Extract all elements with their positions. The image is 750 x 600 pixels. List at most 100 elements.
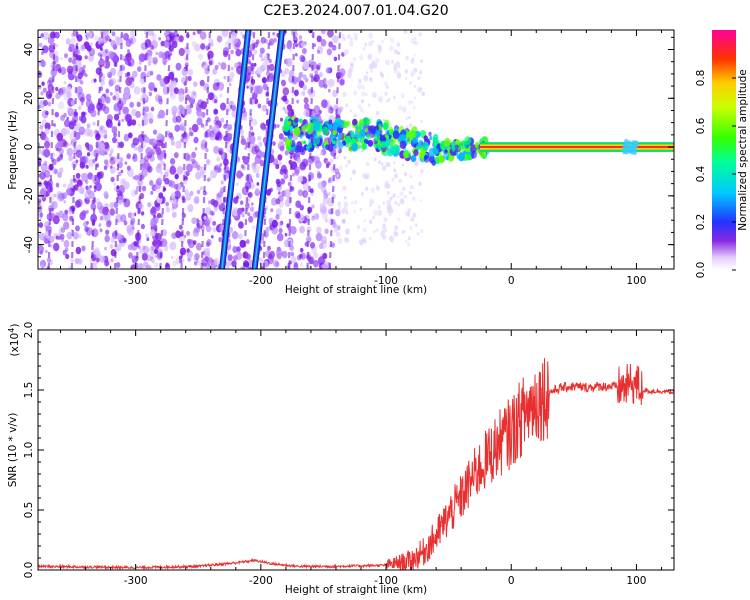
heatmap-cell (212, 220, 217, 226)
heatmap-cell (293, 263, 299, 269)
heatmap-cell (152, 148, 156, 153)
heatmap-cell (81, 172, 89, 182)
heatmap-cell (158, 109, 166, 119)
heatmap-cell (278, 191, 281, 195)
heatmap-cell (86, 123, 91, 129)
heatmap-cell (109, 244, 114, 249)
heatmap-cell (108, 123, 113, 129)
snr-y-label: SNR (10 * v/v) (7, 413, 19, 488)
heatmap-cell (342, 91, 347, 98)
heatmap-cell (341, 52, 345, 57)
heatmap-cell (367, 103, 371, 107)
heatmap-cell (290, 255, 297, 264)
snr-x-ticks: -300 -200 -100 0 100 (60, 330, 662, 587)
heatmap-cell (197, 99, 204, 108)
heatmap-cell (54, 111, 59, 118)
heatmap-cell (336, 147, 340, 152)
heatmap-cell (205, 207, 212, 215)
heatmap-cell (109, 92, 113, 96)
heatmap-cell (145, 264, 152, 269)
heatmap-cell (81, 245, 86, 252)
heatmap-cell (302, 74, 307, 80)
heatmap-cell (38, 222, 44, 228)
heatmap-cell (324, 228, 329, 235)
heatmap-cell (238, 221, 244, 229)
heatmap-cell (359, 207, 363, 212)
heatmap-cell (109, 202, 115, 209)
heatmap-cell (231, 110, 238, 118)
heatmap-cell (150, 207, 157, 216)
heatmap-cell (285, 58, 293, 67)
heatmap-cell (294, 117, 299, 124)
heatmap-cell (42, 87, 47, 93)
heatmap-cell (241, 135, 245, 140)
colorbar-tick-label: 0.0 (695, 262, 707, 279)
heatmap-cell (419, 70, 423, 75)
heatmap-cell (160, 171, 164, 176)
heatmap-cell (245, 66, 253, 75)
heatmap-cell (47, 101, 52, 107)
heatmap-cell (420, 87, 423, 91)
heatmap-cell (94, 247, 100, 255)
y-tick-label: 20 (23, 92, 35, 105)
heatmap-cell (396, 61, 401, 67)
heatmap-cell (147, 55, 153, 63)
heatmap-cell (108, 80, 114, 87)
heatmap-cell (132, 175, 136, 180)
heatmap-cell (59, 153, 64, 158)
heatmap-cell (59, 56, 63, 61)
heatmap-cell (404, 69, 409, 74)
heatmap-cell (66, 116, 69, 121)
heatmap-cell (67, 106, 72, 114)
heatmap-cell (413, 149, 419, 157)
heatmap-cell (278, 133, 284, 140)
heatmap-cell (66, 231, 73, 240)
heatmap-cell (411, 73, 414, 77)
heatmap-cell (631, 140, 637, 147)
heatmap-cell (230, 66, 234, 71)
heatmap-cell (389, 235, 394, 242)
heatmap-cell (110, 236, 116, 243)
heatmap-cell (138, 53, 146, 62)
heatmap-cell (199, 31, 207, 40)
heatmap-cell (339, 68, 346, 77)
heatmap-cell (209, 131, 216, 141)
heatmap-cell (186, 248, 190, 253)
heatmap-cell (87, 172, 93, 180)
heatmap-cell (130, 30, 136, 38)
heatmap-cell (44, 237, 49, 244)
heatmap-cell (216, 82, 220, 87)
y-tick-label: -40 (23, 236, 35, 253)
heatmap-cell (205, 159, 212, 167)
heatmap-cell (174, 190, 181, 200)
heatmap-cell (365, 161, 370, 167)
y-tick-label: 0 (23, 144, 35, 151)
heatmap-cell (211, 211, 215, 216)
y-tick-label: -20 (23, 187, 35, 204)
heatmap-cell (75, 149, 83, 158)
heatmap-cell (99, 255, 106, 263)
heatmap-cell (116, 233, 122, 241)
heatmap-cell (332, 222, 337, 229)
heatmap-cell (345, 164, 348, 168)
heatmap-cell (357, 83, 362, 90)
heatmap-cell (406, 211, 411, 217)
heatmap-cell (358, 54, 364, 61)
heatmap-cell (150, 138, 157, 147)
heatmap-cell (116, 96, 120, 100)
heatmap-cell (68, 209, 73, 215)
heatmap-cell (255, 187, 260, 194)
heatmap-cell (378, 96, 384, 103)
heatmap-cell (375, 184, 378, 188)
heatmap-cell (362, 46, 366, 51)
heatmap-cell (303, 109, 310, 118)
heatmap-cell (393, 168, 397, 173)
heatmap-cell (310, 155, 315, 162)
heatmap-cell (349, 177, 353, 181)
heatmap-cell (438, 155, 445, 164)
heatmap-cell (464, 136, 472, 146)
heatmap-cell (381, 40, 384, 44)
heatmap-cell (47, 79, 51, 85)
heatmap-cell (49, 244, 53, 248)
